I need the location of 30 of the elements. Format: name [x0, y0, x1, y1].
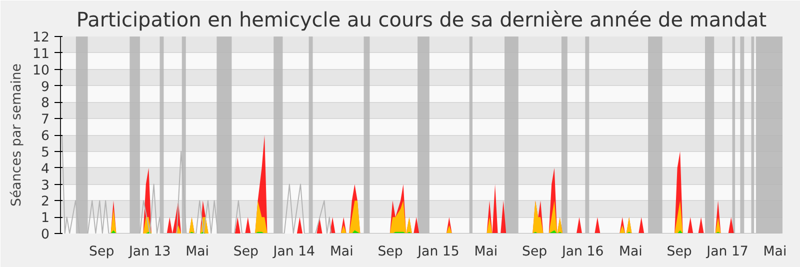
x-tick-label: Jan 15 — [416, 244, 460, 260]
x-tick-label: Mai — [618, 244, 642, 260]
y-tick-label: 1 — [41, 211, 50, 226]
y-tick-label: 3 — [41, 178, 50, 194]
x-tick-label: Jan 16 — [560, 244, 604, 260]
y-tick-label: 6 — [41, 129, 50, 144]
y-tick-label: 11 — [32, 46, 50, 62]
y-tick-label: 9 — [41, 80, 50, 95]
x-tick-label: Mai — [330, 244, 354, 260]
chart-title: Participation en hemicycle au cours de sa dernière année de mandat — [76, 8, 767, 32]
x-tick-label: Mai — [186, 244, 209, 260]
x-tick-label: Mai — [763, 244, 787, 260]
x-tick-label: Sep — [666, 244, 692, 260]
y-tick-label: 8 — [41, 96, 50, 112]
x-tick-label: Sep — [89, 244, 114, 260]
x-tick-label: Sep — [378, 244, 403, 260]
y-tick-label: 4 — [41, 162, 50, 177]
y-axis-title: Séances par semaine — [10, 64, 25, 206]
y-tick-label: 7 — [41, 112, 50, 128]
y-tick-label: 0 — [41, 228, 50, 242]
x-tick-label: Sep — [522, 244, 548, 260]
y-tick-label: 12 — [32, 30, 50, 46]
x-tick-label: Jan 17 — [706, 244, 748, 260]
y-tick-label: 5 — [41, 145, 50, 160]
y-tick-label: 10 — [32, 63, 50, 78]
x-tick-label: Sep — [233, 244, 259, 260]
x-tick-label: Mai — [474, 244, 498, 260]
y-tick-label: 2 — [41, 194, 50, 210]
x-tick-label: Jan 13 — [128, 244, 171, 260]
x-tick-label: Jan 14 — [272, 244, 316, 260]
